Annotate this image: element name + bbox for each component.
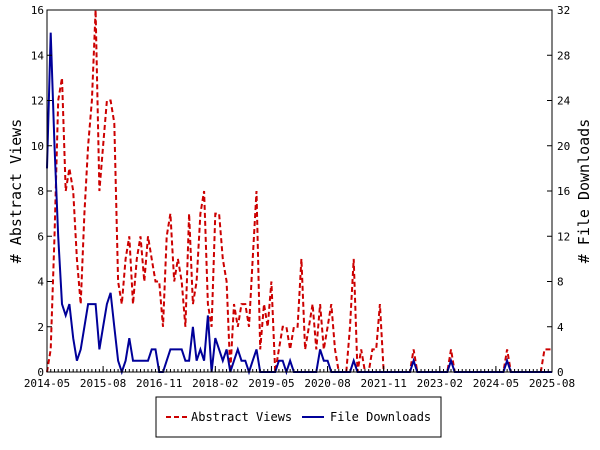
y-tick-label: 10 [31,140,44,153]
x-tick-label: 2025-08 [529,377,575,390]
y2-tick-label: 20 [557,140,570,153]
plot-area [46,9,552,376]
x-tick-label: 2014-05 [24,377,70,390]
y2-tick-label: 32 [557,4,570,17]
y-tick-label: 14 [31,49,45,62]
y-tick-label: 12 [31,95,44,108]
series-line-1 [46,9,552,373]
y-axis-title: # Abstract Views [7,119,25,264]
y-tick-label: 16 [31,4,44,17]
legend-box [155,396,442,438]
y2-tick-label: 0 [557,366,564,379]
legend-label-2: File Downloads [330,410,431,424]
y-tick-label: 4 [37,276,44,289]
series-line-2 [46,32,552,376]
y2-tick-label: 16 [557,185,570,198]
y2-tick-label: 12 [557,230,570,243]
x-tick-label: 2021-11 [360,377,406,390]
legend-label-1: Abstract Views [191,410,292,424]
axes: 2014-05 2015-08 2016-11 2018-02 2019-05 2020-… [24,4,575,390]
y2-tick-label: 28 [557,49,570,62]
x-tick-label: 2015-08 [80,377,126,390]
y2-tick-label: 8 [557,276,564,289]
y2-axis-title: # File Downloads [575,119,593,264]
y-tick-label: 8 [37,185,44,198]
y2-tick-label: 4 [557,321,564,334]
legend: Abstract Views File Downloads [155,396,442,438]
x-tick-label: 2018-02 [192,377,238,390]
y-tick-label: 0 [37,366,44,379]
x-tick-label: 2019-05 [248,377,294,390]
y2-tick-label: 24 [557,95,571,108]
x-tick-label: 2024-05 [473,377,519,390]
y-tick-label: 6 [37,230,44,243]
x-tick-label: 2016-11 [136,377,182,390]
plot-frame [46,9,553,373]
y-tick-label: 2 [37,321,44,334]
x-tick-label: 2023-02 [417,377,463,390]
x-tick-label: 2020-08 [304,377,350,390]
